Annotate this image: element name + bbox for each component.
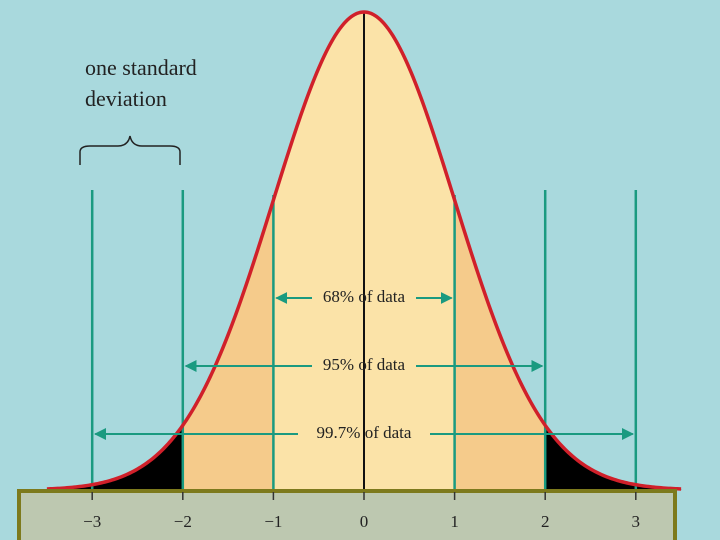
tick-label: 0 bbox=[360, 512, 369, 531]
axis-box bbox=[17, 489, 677, 540]
brace bbox=[79, 135, 181, 165]
area bbox=[545, 425, 682, 490]
axis-ticks: −3 −2 −1 0 1 2 3 bbox=[83, 492, 640, 531]
bell-curve bbox=[46, 10, 682, 491]
range-label: 95% of data bbox=[323, 355, 406, 374]
tick-label: 1 bbox=[450, 512, 459, 531]
tick-label: −2 bbox=[174, 512, 192, 531]
range-label: 68% of data bbox=[323, 287, 406, 306]
tick-label: 2 bbox=[541, 512, 550, 531]
range-label: 99.7% of data bbox=[317, 423, 412, 442]
tick-label: −3 bbox=[83, 512, 101, 531]
range-arrows: 68% of data 95% of data 99.7% of data bbox=[93, 287, 634, 442]
sd-lines bbox=[90, 12, 638, 490]
tick-label: −1 bbox=[264, 512, 282, 531]
annotation-text: deviation bbox=[85, 86, 167, 111]
area bbox=[46, 425, 183, 490]
annotation-text: one standard bbox=[85, 55, 197, 80]
tick-label: 3 bbox=[632, 512, 641, 531]
